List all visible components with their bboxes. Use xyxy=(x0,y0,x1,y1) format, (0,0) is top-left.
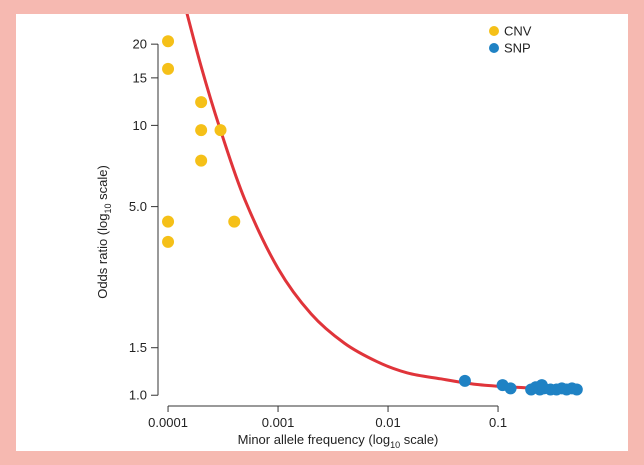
x-tick-label: 0.1 xyxy=(489,415,507,430)
y-tick-label: 20 xyxy=(133,37,147,52)
cnv-point xyxy=(228,215,241,228)
y-tick-label: 10 xyxy=(133,118,147,133)
legend-cnv-marker xyxy=(489,26,499,36)
legend: CNV SNP xyxy=(489,24,532,56)
x-tick-label: 0.0001 xyxy=(148,415,188,430)
x-tick-label: 0.001 xyxy=(262,415,295,430)
y-tick-label: 15 xyxy=(133,70,147,85)
y-ticks: 1.0 1.5 5.0 10 15 20 xyxy=(129,37,158,403)
x-tick-label: 0.01 xyxy=(375,415,400,430)
cnv-point xyxy=(195,96,208,109)
legend-snp-marker xyxy=(489,43,499,53)
odds-ratio-vs-maf-chart: 1.0 1.5 5.0 10 15 20 0.0001 0.001 0.01 0.1 Minor… xyxy=(95,14,583,450)
figure-panel: 1.0 1.5 5.0 10 15 20 0.0001 0.001 0.01 0.1 Minor… xyxy=(16,14,628,451)
cnv-point xyxy=(162,62,175,75)
snp-point xyxy=(504,382,517,395)
snp-point xyxy=(570,383,583,396)
cnv-point xyxy=(195,154,208,167)
y-tick-label: 1.0 xyxy=(129,388,147,403)
legend-cnv-label: CNV xyxy=(504,24,532,39)
cnv-point xyxy=(162,35,175,48)
y-tick-label: 5.0 xyxy=(129,199,147,214)
snp-point xyxy=(458,374,471,387)
x-ticks: 0.0001 0.001 0.01 0.1 xyxy=(148,406,507,430)
cnv-point xyxy=(214,124,227,137)
cnv-point xyxy=(195,124,208,137)
cnv-point xyxy=(162,235,175,248)
y-tick-label: 1.5 xyxy=(129,340,147,355)
legend-item-snp: SNP xyxy=(489,41,531,56)
fit-curve xyxy=(185,14,579,391)
y-axis-title: Odds ratio (log10 scale) xyxy=(95,165,113,299)
cnv-point xyxy=(162,215,175,228)
legend-item-cnv: CNV xyxy=(489,24,532,39)
legend-snp-label: SNP xyxy=(504,41,531,56)
data-points xyxy=(162,35,583,396)
axes xyxy=(157,44,499,407)
x-axis-title: Minor allele frequency (log10 scale) xyxy=(238,432,439,450)
